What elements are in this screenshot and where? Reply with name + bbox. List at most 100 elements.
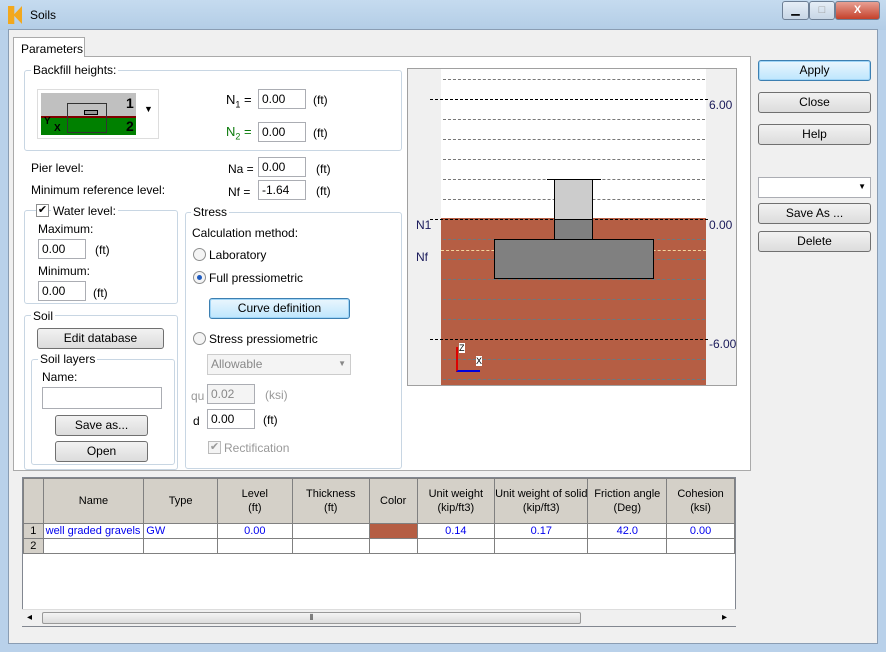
column-header[interactable]: Name — [42, 478, 145, 524]
app-logo-icon — [8, 6, 22, 24]
qu-unit: (ksi) — [265, 388, 288, 402]
laboratory-radio[interactable] — [193, 248, 206, 261]
rectification-checkbox[interactable]: ✔ — [208, 441, 221, 454]
na-unit: (ft) — [316, 162, 331, 176]
edit-database-button[interactable]: Edit database — [37, 328, 164, 349]
axis-x-label: X — [54, 123, 61, 134]
uws-cell[interactable] — [494, 538, 589, 554]
water-min-unit: (ft) — [93, 286, 108, 300]
nf-unit: (ft) — [316, 184, 331, 198]
title-bar — [0, 0, 886, 30]
table-row[interactable]: 2 — [23, 538, 735, 554]
stress-group — [185, 212, 402, 469]
n2-label: N2 = — [226, 124, 252, 142]
water-min-label: Minimum: — [38, 264, 91, 278]
n2-input[interactable]: 0.00 — [258, 122, 306, 142]
scroll-thumb[interactable]: ⦀ — [42, 612, 581, 624]
grid-line — [443, 359, 705, 360]
grid-line — [443, 279, 705, 280]
preset-dropdown[interactable]: ▼ — [758, 177, 871, 198]
uw-cell[interactable]: 0.14 — [416, 523, 496, 539]
pier-level-label: Pier level: — [31, 161, 84, 175]
chevron-down-icon: ▼ — [858, 182, 866, 191]
color-cell[interactable] — [368, 523, 418, 539]
dropdown-arrow-icon[interactable]: ▼ — [144, 104, 153, 114]
column-header[interactable]: Cohesion (ksi) — [666, 478, 735, 524]
help-button[interactable]: Help — [758, 124, 871, 145]
water-max-unit: (ft) — [95, 243, 110, 257]
horizontal-scrollbar[interactable]: ◂ ⦀ ▸ — [22, 609, 736, 626]
calc-method-label: Calculation method: — [192, 226, 299, 240]
thickness-cell[interactable] — [291, 523, 370, 539]
curve-definition-button[interactable]: Curve definition — [209, 298, 350, 319]
scroll-left-icon[interactable]: ◂ — [27, 612, 33, 623]
minimize-button[interactable]: ▁ — [782, 1, 809, 20]
row-header[interactable]: 1 — [23, 523, 44, 539]
corner-cell[interactable] — [23, 478, 44, 524]
level-cell[interactable]: 0.00 — [216, 523, 293, 539]
n1-input[interactable]: 0.00 — [258, 89, 306, 109]
d-unit: (ft) — [263, 413, 278, 427]
column-header[interactable]: Thickness (ft) — [291, 478, 370, 524]
laboratory-label: Laboratory — [209, 248, 267, 262]
nf-input[interactable]: -1.64 — [258, 180, 306, 200]
qu-input[interactable]: 0.02 — [207, 384, 255, 404]
n2-unit: (ft) — [313, 126, 328, 140]
uws-cell[interactable]: 0.17 — [494, 523, 589, 539]
grid-line — [443, 319, 705, 320]
color-cell[interactable] — [368, 538, 418, 554]
table-row[interactable]: 1 well graded gravels GW 0.00 0.14 0.17 42.0 0.… — [23, 523, 735, 539]
close-window-button[interactable]: X — [835, 1, 880, 20]
c-cell[interactable] — [666, 538, 735, 554]
level-6-label: 6.00 — [709, 98, 733, 112]
chevron-down-icon: ▼ — [338, 359, 346, 368]
footing — [494, 239, 654, 279]
column-header[interactable]: Color — [368, 478, 418, 524]
uw-cell[interactable] — [416, 538, 496, 554]
na-input[interactable]: 0.00 — [258, 157, 306, 177]
row-header[interactable]: 2 — [23, 538, 44, 554]
name-cell[interactable]: well graded gravels — [42, 523, 145, 539]
soil-name-input[interactable] — [42, 387, 162, 409]
save-as-button[interactable]: Save As ... — [758, 203, 871, 224]
soil-layers-group — [31, 359, 175, 465]
na-label: Na = — [228, 162, 254, 176]
c-cell[interactable]: 0.00 — [666, 523, 735, 539]
soil-save-as-button[interactable]: Save as... — [55, 415, 148, 436]
d-input[interactable]: 0.00 — [207, 409, 255, 429]
axis-x-draw-label: X — [476, 356, 483, 366]
water-min-input[interactable]: 0.00 — [38, 281, 86, 301]
n1-level-label: N1 — [416, 218, 432, 232]
apply-button[interactable]: Apply — [758, 60, 871, 81]
delete-button[interactable]: Delete — [758, 231, 871, 252]
maximize-button[interactable]: □ — [809, 1, 835, 20]
level-cell[interactable] — [216, 538, 293, 554]
water-max-input[interactable]: 0.00 — [38, 239, 86, 259]
thickness-cell[interactable] — [291, 538, 370, 554]
stress-pressiometric-radio[interactable] — [193, 332, 206, 345]
full-pressiometric-radio[interactable] — [193, 271, 206, 284]
tab-parameters[interactable]: Parameters — [13, 37, 85, 57]
phi-cell[interactable]: 42.0 — [587, 523, 668, 539]
water-level-checkbox[interactable]: ✔ — [36, 204, 49, 217]
scroll-right-icon[interactable]: ▸ — [722, 612, 728, 623]
column-header[interactable]: Type — [143, 478, 218, 524]
reference-level-line — [430, 339, 708, 340]
allowable-dropdown[interactable]: Allowable ▼ — [207, 354, 351, 375]
column-header[interactable]: Unit weight of solid (kip/ft3) — [494, 478, 589, 524]
close-button[interactable]: Close — [758, 92, 871, 113]
soil-group — [24, 315, 178, 470]
backfill-type-selector[interactable]: 1 2 Y X ▼ — [37, 89, 159, 139]
grid-line — [443, 79, 705, 80]
column-header[interactable]: Unit weight (kip/ft3) — [416, 478, 496, 524]
qu-label: qu — [191, 389, 205, 403]
n1-unit: (ft) — [313, 93, 328, 107]
type-cell[interactable]: GW — [143, 523, 218, 539]
type-cell[interactable] — [143, 538, 218, 554]
phi-cell[interactable] — [587, 538, 668, 554]
column-header[interactable]: Friction angle (Deg) — [587, 478, 668, 524]
soil-open-button[interactable]: Open — [55, 441, 148, 462]
stress-label: Stress — [191, 205, 230, 219]
column-header[interactable]: Level (ft) — [216, 478, 293, 524]
name-cell[interactable] — [42, 538, 145, 554]
